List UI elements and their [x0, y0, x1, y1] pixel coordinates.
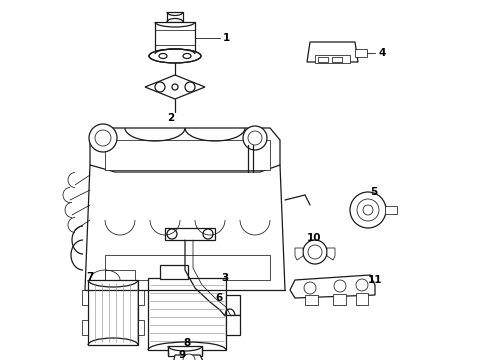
Polygon shape — [90, 128, 280, 172]
Circle shape — [167, 229, 177, 239]
Text: 5: 5 — [370, 187, 377, 197]
Text: 8: 8 — [183, 338, 190, 348]
Polygon shape — [327, 248, 335, 260]
Bar — [168, 346, 202, 356]
Bar — [167, 12, 183, 22]
Text: 7: 7 — [86, 272, 94, 282]
Text: 4: 4 — [378, 48, 385, 58]
Polygon shape — [295, 248, 303, 260]
Bar — [385, 206, 397, 214]
Polygon shape — [307, 42, 358, 62]
Bar — [165, 228, 215, 240]
Polygon shape — [138, 320, 144, 335]
Circle shape — [308, 245, 322, 259]
Polygon shape — [173, 355, 205, 360]
Bar — [160, 265, 188, 279]
Circle shape — [356, 279, 368, 291]
Bar — [155, 22, 195, 54]
Circle shape — [155, 82, 165, 92]
Bar — [105, 270, 135, 280]
Polygon shape — [356, 293, 368, 305]
Circle shape — [248, 131, 262, 145]
Text: 10: 10 — [307, 233, 321, 243]
Polygon shape — [145, 75, 205, 99]
Polygon shape — [305, 295, 318, 305]
Bar — [88, 280, 138, 345]
Text: 2: 2 — [167, 113, 174, 123]
Ellipse shape — [183, 54, 191, 58]
Polygon shape — [138, 290, 144, 305]
Circle shape — [95, 130, 111, 146]
Ellipse shape — [149, 49, 201, 63]
Text: 1: 1 — [223, 33, 230, 43]
Bar — [355, 49, 367, 57]
Ellipse shape — [159, 54, 167, 58]
Polygon shape — [290, 275, 375, 298]
Bar — [105, 255, 270, 280]
Bar — [226, 295, 240, 315]
Bar — [318, 57, 328, 62]
Bar — [148, 278, 226, 350]
Circle shape — [363, 205, 373, 215]
Text: 9: 9 — [178, 350, 185, 360]
Bar — [315, 55, 350, 63]
Circle shape — [185, 82, 195, 92]
Circle shape — [357, 199, 379, 221]
Text: 11: 11 — [368, 275, 383, 285]
Polygon shape — [82, 320, 88, 335]
Circle shape — [350, 192, 386, 228]
Circle shape — [304, 282, 316, 294]
Bar — [105, 140, 270, 170]
Bar — [226, 315, 240, 335]
Text: 3: 3 — [221, 273, 228, 283]
Circle shape — [89, 124, 117, 152]
Circle shape — [243, 126, 267, 150]
Polygon shape — [82, 290, 88, 305]
Circle shape — [172, 84, 178, 90]
Bar — [332, 57, 342, 62]
Circle shape — [334, 280, 346, 292]
Text: 6: 6 — [215, 293, 222, 303]
Polygon shape — [333, 294, 346, 305]
Circle shape — [203, 229, 213, 239]
Circle shape — [303, 240, 327, 264]
Circle shape — [183, 354, 195, 360]
